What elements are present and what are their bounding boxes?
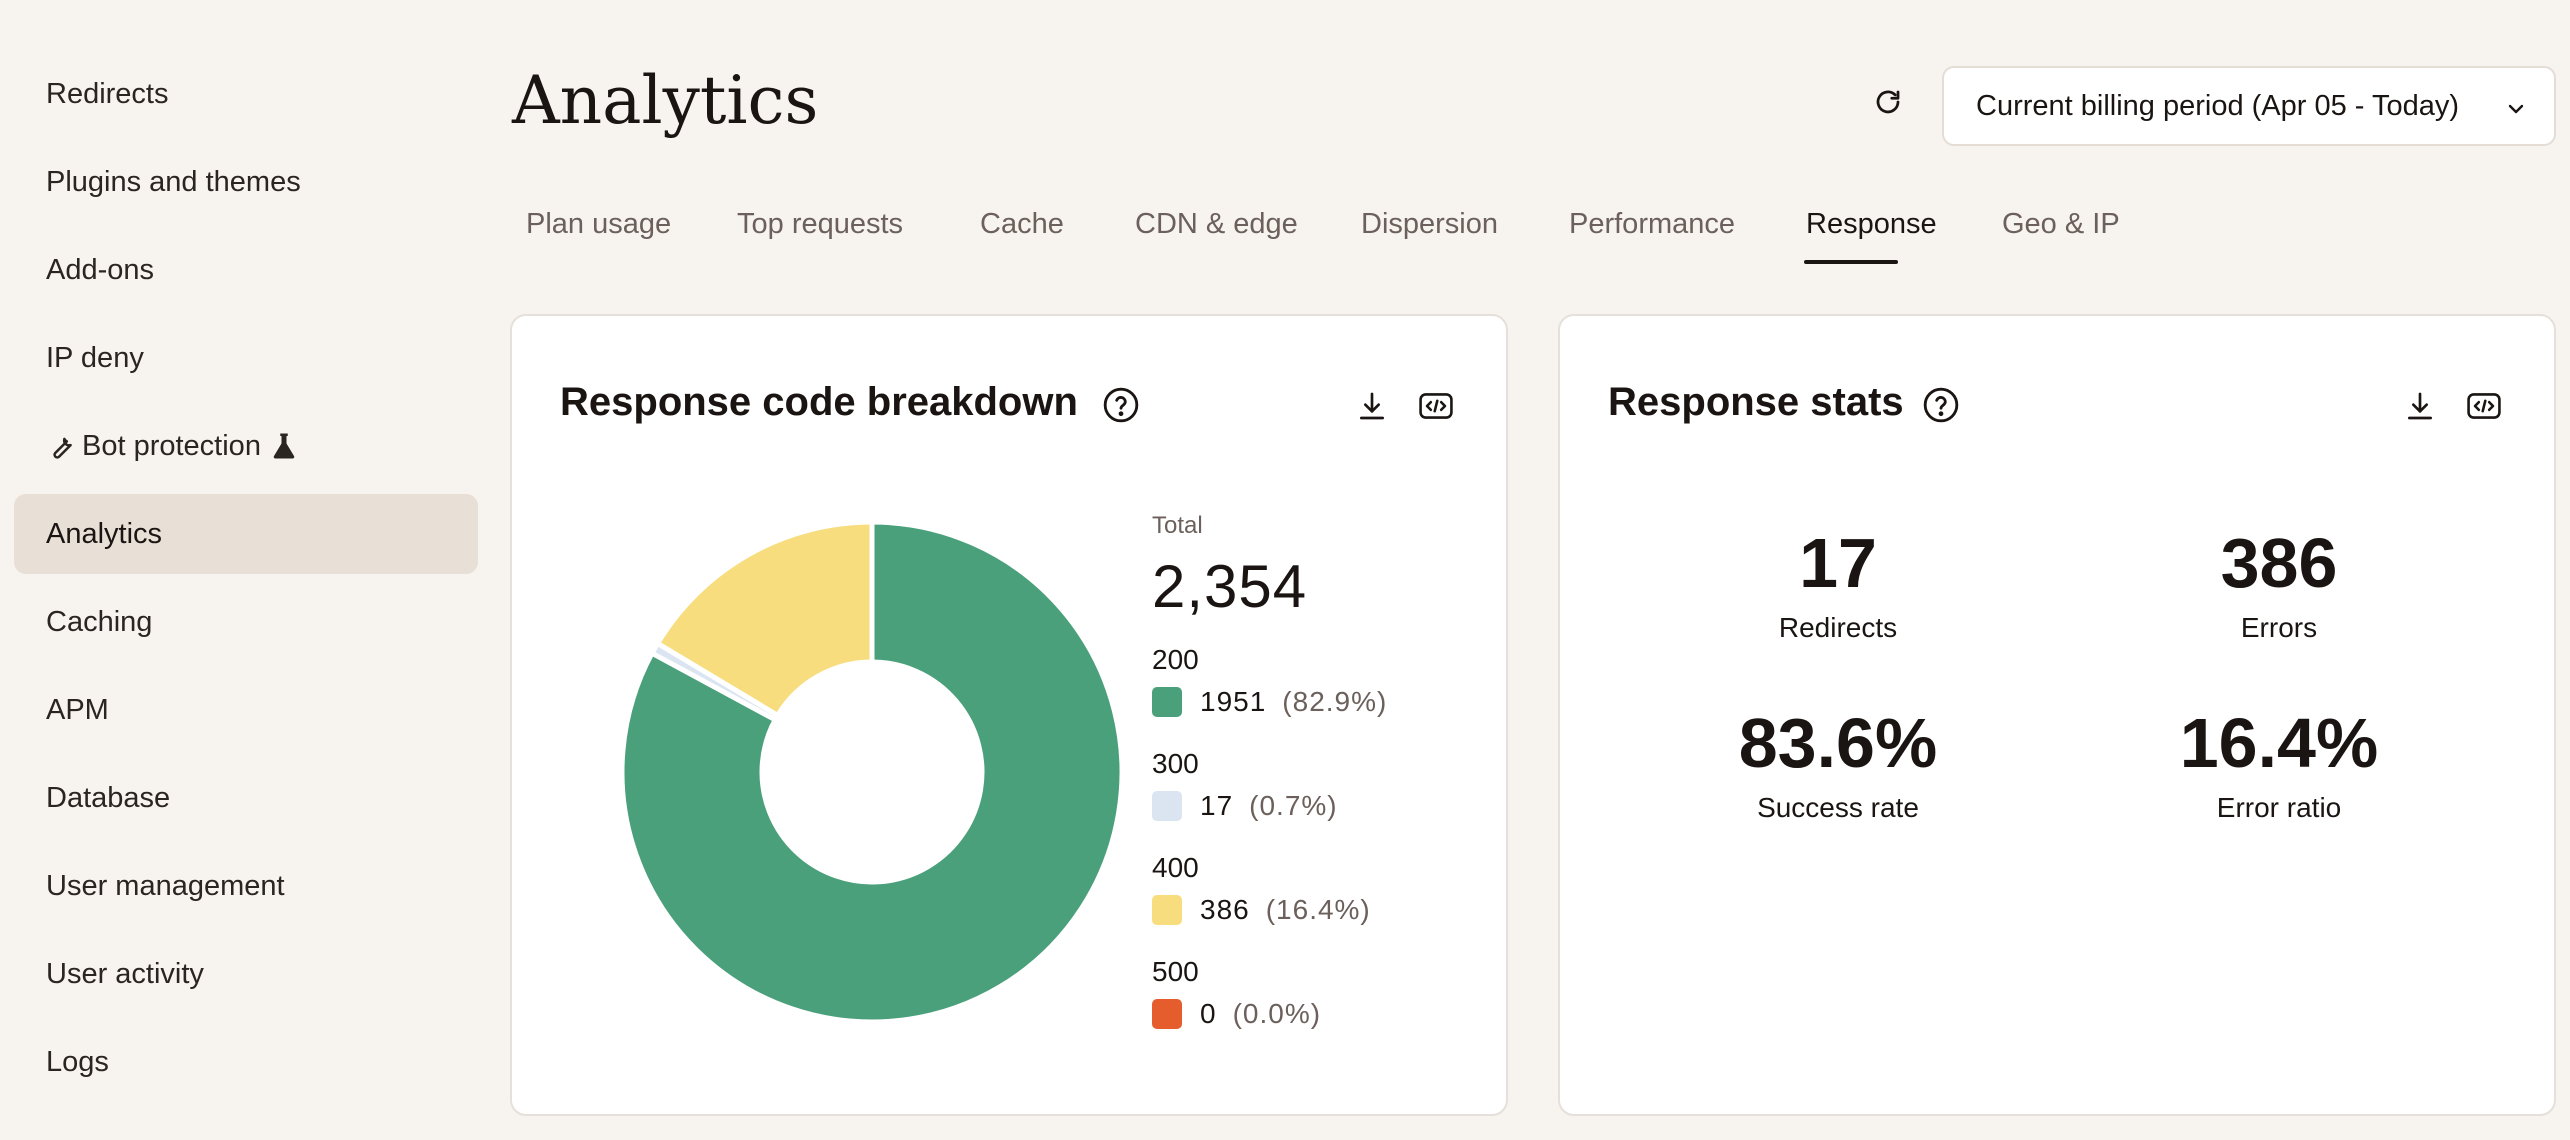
legend-code: 300 — [1152, 748, 1199, 779]
sidebar-item-apm[interactable]: APM — [14, 670, 478, 750]
tab-geo-ip[interactable]: Geo & IP — [2002, 208, 2120, 240]
legend-swatch — [1152, 687, 1182, 717]
sidebar-item-bot-protection[interactable]: Bot protection — [14, 406, 478, 486]
tab-top-requests[interactable]: Top requests — [737, 208, 904, 240]
legend-code: 200 — [1152, 644, 1199, 675]
sidebar-item-label: Database — [46, 781, 171, 814]
page-title: Analytics — [512, 62, 819, 139]
sidebar-item-label: Plugins and themes — [46, 165, 301, 198]
sidebar-item-user-activity[interactable]: User activity — [14, 934, 478, 1014]
response-stats-card: Response stats 17 Redirects 386 Errors 8… — [1558, 314, 2556, 1116]
embed-code-icon[interactable] — [1416, 386, 1456, 426]
card-title: Response stats — [1608, 380, 1904, 424]
refresh-button[interactable] — [1866, 80, 1910, 124]
refresh-icon — [1873, 87, 1903, 117]
sidebar-item-user-management[interactable]: User management — [14, 846, 478, 926]
legend-count: 386 — [1200, 894, 1250, 925]
billing-period-value: Current billing period (Apr 05 - Today) — [1976, 89, 2460, 122]
sidebar-item-label: Analytics — [46, 517, 163, 550]
stat-redirects: 17 Redirects — [1658, 528, 2018, 644]
download-icon[interactable] — [1352, 386, 1392, 426]
legend-swatch — [1152, 999, 1182, 1029]
stat-label: Success rate — [1757, 792, 1919, 823]
sidebar-item-logs[interactable]: Logs — [14, 1022, 478, 1102]
sidebar-item-label: User activity — [46, 957, 204, 990]
legend-percent: (0.7%) — [1249, 790, 1338, 821]
legend-count: 0 — [1200, 998, 1217, 1029]
stat-value: 386 — [2220, 524, 2338, 602]
stat-value: 83.6% — [1738, 704, 1938, 782]
sidebar-item-label: IP deny — [46, 341, 144, 374]
tab-cache[interactable]: Cache — [980, 208, 1064, 240]
legend-count: 1951 — [1200, 686, 1267, 717]
legend-count: 17 — [1200, 790, 1234, 821]
legend-percent: (16.4%) — [1265, 894, 1371, 925]
tab-cdn-edge[interactable]: CDN & edge — [1135, 208, 1298, 240]
total-label: Total — [1152, 512, 1203, 539]
card-title: Response code breakdown — [560, 380, 1078, 424]
tab-response[interactable]: Response — [1806, 208, 1937, 240]
legend-percent: (82.9%) — [1282, 686, 1388, 717]
total-value: 2,354 — [1152, 553, 1308, 620]
legend-swatch — [1152, 791, 1182, 821]
stat-error-ratio: 16.4% Error ratio — [2099, 708, 2459, 824]
sidebar-item-label: Redirects — [46, 77, 169, 110]
legend-item-200: 200 1951 (82.9%) — [1152, 644, 1492, 718]
chevron-down-icon — [2504, 96, 2528, 120]
sidebar-item-label: APM — [46, 693, 109, 726]
embed-code-icon[interactable] — [2464, 386, 2504, 426]
stat-label: Redirects — [1778, 612, 1898, 643]
flask-icon — [271, 431, 297, 461]
legend-code: 500 — [1152, 956, 1199, 987]
help-icon[interactable] — [1922, 386, 1960, 424]
sidebar-item-database[interactable]: Database — [14, 758, 478, 838]
sidebar-item-label: Bot protection — [82, 429, 261, 462]
sidebar-item-label: Add-ons — [46, 253, 155, 286]
sidebar-item-analytics[interactable]: Analytics — [14, 494, 478, 574]
response-code-donut-chart — [620, 520, 1124, 1024]
legend-item-300: 300 17 (0.7%) — [1152, 748, 1492, 822]
download-icon[interactable] — [2400, 386, 2440, 426]
tab-plan-usage[interactable]: Plan usage — [526, 208, 672, 240]
sidebar-item-caching[interactable]: Caching — [14, 582, 478, 662]
sidebar-item-ip-deny[interactable]: IP deny — [14, 318, 478, 398]
sidebar-item-label: Caching — [46, 605, 153, 638]
legend-code: 400 — [1152, 852, 1199, 883]
stat-value: 16.4% — [2179, 704, 2379, 782]
stat-label: Error ratio — [2216, 792, 2342, 823]
donut-slice-200 — [620, 520, 1124, 1024]
response-code-breakdown-card: Response code breakdown Total 2,354 200 … — [510, 314, 1508, 1116]
sidebar-item-redirects[interactable]: Redirects — [14, 54, 478, 134]
sidebar-item-plugins-and-themes[interactable]: Plugins and themes — [14, 142, 478, 222]
sidebar-item-add-ons[interactable]: Add-ons — [14, 230, 478, 310]
active-tab-indicator — [1804, 260, 1898, 264]
stat-errors: 386 Errors — [2099, 528, 2459, 644]
legend-percent: (0.0%) — [1232, 998, 1322, 1029]
tab-performance[interactable]: Performance — [1569, 208, 1736, 240]
donut-legend: Total 2,354 200 1951 (82.9%) 300 17 (0.7… — [1152, 512, 1492, 1029]
sidebar: Redirects Plugins and themes Add-ons IP … — [0, 0, 490, 1140]
donut-slice-400 — [655, 520, 875, 718]
wrench-icon — [46, 431, 76, 461]
legend-item-500: 500 0 (0.0%) — [1152, 956, 1492, 1030]
stat-value: 17 — [1799, 524, 1877, 602]
sidebar-item-label: Logs — [46, 1045, 109, 1078]
legend-swatch — [1152, 895, 1182, 925]
tab-dispersion[interactable]: Dispersion — [1361, 208, 1498, 240]
stat-success-rate: 83.6% Success rate — [1658, 708, 2018, 824]
legend-item-400: 400 386 (16.4%) — [1152, 852, 1492, 926]
billing-period-select[interactable]: Current billing period (Apr 05 - Today) — [1942, 66, 2556, 146]
stat-label: Errors — [2240, 612, 2318, 643]
help-icon[interactable] — [1102, 386, 1140, 424]
sidebar-item-label: User management — [46, 869, 285, 902]
